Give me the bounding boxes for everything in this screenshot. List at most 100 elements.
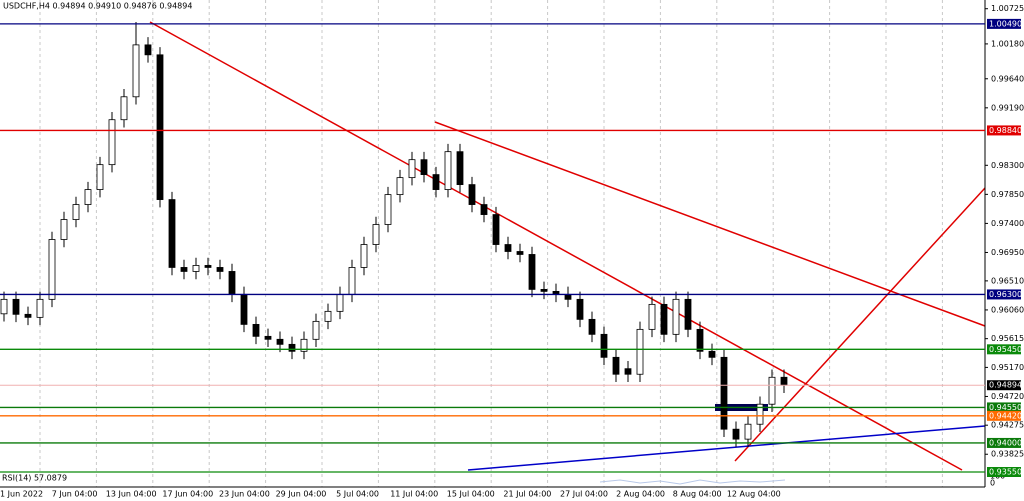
candle-body bbox=[180, 267, 188, 272]
x-tick-label: 5 Jul 04:00 bbox=[336, 490, 379, 499]
x-tick-label: 7 Jun 04:00 bbox=[52, 490, 98, 499]
level-label: 0.96300 bbox=[989, 290, 1022, 299]
trendline bbox=[467, 425, 986, 471]
candle-body bbox=[588, 318, 596, 335]
candle-body bbox=[372, 224, 380, 245]
candle-body bbox=[636, 328, 644, 375]
candle-body bbox=[732, 428, 740, 440]
candle-body bbox=[396, 177, 404, 196]
x-tick-label: 2 Aug 04:00 bbox=[616, 490, 665, 499]
level-label: 1.00490 bbox=[989, 19, 1022, 28]
candle-body bbox=[288, 343, 296, 352]
level-label-box bbox=[987, 125, 1021, 136]
candle-body bbox=[72, 204, 80, 220]
y-tick-label: 0.95615 bbox=[991, 334, 1024, 343]
candle-body bbox=[60, 219, 68, 240]
candle-body bbox=[168, 199, 176, 268]
candle-body bbox=[408, 159, 416, 179]
x-tick-label: 23 Jun 04:00 bbox=[219, 490, 270, 499]
candle-body bbox=[456, 151, 464, 186]
y-tick-label: 0.93825 bbox=[991, 450, 1024, 459]
chart-title: USDCHF,H4 0.94894 0.94910 0.94876 0.9489… bbox=[3, 2, 192, 11]
candle-body bbox=[312, 320, 320, 340]
candle-body bbox=[252, 323, 260, 337]
candle-body bbox=[624, 368, 632, 375]
rsi-line bbox=[599, 479, 786, 485]
level-label: 0.94000 bbox=[989, 438, 1022, 447]
candle-body bbox=[660, 303, 668, 335]
candle-body bbox=[744, 423, 752, 440]
candle-body bbox=[444, 151, 452, 190]
candle-body bbox=[576, 298, 584, 320]
y-tick-label: 0.96510 bbox=[991, 276, 1024, 285]
candle-body bbox=[132, 44, 140, 98]
y-tick-label: 0.95170 bbox=[991, 363, 1024, 372]
y-tick-label: 0.96060 bbox=[991, 305, 1024, 314]
candle-body bbox=[720, 356, 728, 430]
level-label: 0.94420 bbox=[989, 411, 1022, 420]
y-tick-label: 0.97400 bbox=[991, 219, 1024, 228]
level-label-box bbox=[987, 437, 1021, 448]
level-label: 0.94894 bbox=[989, 381, 1022, 390]
y-tick-label: 0.99640 bbox=[991, 74, 1024, 83]
candle-body bbox=[360, 244, 368, 268]
candle-body bbox=[708, 350, 716, 358]
candle-body bbox=[36, 298, 44, 318]
candle-body bbox=[384, 194, 392, 225]
candle-body bbox=[276, 338, 284, 345]
candle-body bbox=[540, 288, 548, 292]
candle-body bbox=[96, 164, 104, 190]
x-tick-label: 29 Jun 04:00 bbox=[276, 490, 327, 499]
candle-body bbox=[264, 335, 272, 340]
candle-body bbox=[780, 376, 788, 386]
candle-body bbox=[120, 96, 128, 121]
level-label: 0.98840 bbox=[989, 126, 1022, 135]
level-label-box bbox=[987, 18, 1021, 29]
candle-body bbox=[48, 239, 56, 300]
y-tick-label: 0.94720 bbox=[991, 392, 1024, 401]
candle-body bbox=[12, 298, 20, 315]
x-tick-label: 1 Jun 2022 bbox=[0, 490, 43, 499]
candle-body bbox=[516, 251, 524, 255]
y-tick-label: 1.00180 bbox=[991, 39, 1024, 48]
indicator-tick: 0 bbox=[990, 479, 995, 488]
candle-body bbox=[504, 244, 512, 252]
candle-body bbox=[768, 376, 776, 405]
candle-body bbox=[156, 54, 164, 200]
y-tick-label: 0.98300 bbox=[991, 161, 1024, 170]
candle-body bbox=[528, 254, 536, 290]
candle-body bbox=[108, 119, 116, 166]
candle-body bbox=[432, 174, 440, 190]
level-label-box bbox=[987, 410, 1021, 421]
candle-body bbox=[492, 214, 500, 245]
candle-body bbox=[696, 328, 704, 352]
level-label-box bbox=[987, 467, 1021, 477]
level-label: 0.93550 bbox=[989, 468, 1022, 477]
candle-body bbox=[24, 313, 32, 318]
level-label-box bbox=[987, 344, 1021, 355]
candle-body bbox=[300, 338, 308, 352]
level-label-box bbox=[987, 402, 1021, 413]
candle-body bbox=[348, 267, 356, 295]
y-tick-label: 0.96950 bbox=[991, 248, 1024, 257]
level-label: 0.94550 bbox=[989, 403, 1022, 412]
candle-body bbox=[204, 265, 212, 268]
candle-body bbox=[468, 184, 476, 205]
candle-body bbox=[648, 303, 656, 330]
candle-body bbox=[756, 403, 764, 425]
level-label-box bbox=[987, 289, 1021, 300]
candle-body bbox=[240, 294, 248, 325]
candle-body bbox=[228, 271, 236, 295]
candle-body bbox=[336, 294, 344, 312]
x-tick-label: 15 Jul 04:00 bbox=[447, 490, 495, 499]
candle-body bbox=[612, 356, 620, 375]
candle-body bbox=[324, 310, 332, 322]
candle-body bbox=[480, 204, 488, 215]
trendline bbox=[149, 21, 963, 471]
candle-body bbox=[0, 298, 8, 315]
candle-body bbox=[192, 265, 200, 272]
y-tick-label: 0.99190 bbox=[991, 103, 1024, 112]
candle-body bbox=[144, 44, 152, 56]
x-tick-label: 27 Jul 04:00 bbox=[560, 490, 608, 499]
